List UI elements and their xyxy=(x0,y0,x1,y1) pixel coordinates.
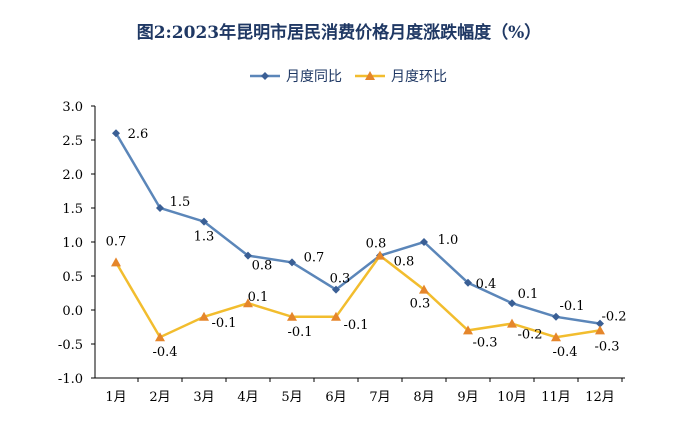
x-tick-label: 8月 xyxy=(413,390,434,405)
triangle-marker xyxy=(365,71,375,80)
data-label: -0.3 xyxy=(594,339,619,354)
data-label: -0.1 xyxy=(559,299,584,314)
triangle-marker xyxy=(111,257,121,267)
x-tick-label: 9月 xyxy=(457,390,478,405)
data-label: 0.4 xyxy=(476,277,497,292)
data-label: -0.4 xyxy=(552,345,577,360)
triangle-marker xyxy=(199,311,209,321)
data-label: 1.0 xyxy=(438,233,459,248)
triangle-marker xyxy=(463,325,473,335)
triangle-marker xyxy=(507,318,517,328)
data-label: 2.6 xyxy=(128,127,149,142)
data-label: -0.1 xyxy=(287,325,312,340)
diamond-marker xyxy=(261,72,269,80)
x-tick-label: 2月 xyxy=(149,390,170,405)
diamond-marker xyxy=(508,299,516,308)
data-label: 0.1 xyxy=(248,290,269,305)
data-label: 0.8 xyxy=(366,237,387,252)
series-line-1 xyxy=(114,253,601,339)
diamond-marker xyxy=(552,312,560,321)
data-label: -0.1 xyxy=(211,316,236,331)
y-tick-label: 1.5 xyxy=(62,202,83,217)
data-label: 0.3 xyxy=(410,297,431,312)
triangle-marker xyxy=(287,311,297,321)
legend-item-1: 月度环比 xyxy=(355,69,447,85)
y-tick-label: -1.0 xyxy=(58,372,83,387)
diamond-marker xyxy=(200,217,208,226)
data-label: 0.3 xyxy=(330,272,351,287)
triangle-marker xyxy=(331,311,341,321)
x-tick-label: 1月 xyxy=(105,390,126,405)
data-label: -0.3 xyxy=(472,335,497,350)
diamond-marker xyxy=(464,278,472,287)
y-tick-label: -0.5 xyxy=(58,338,83,353)
data-label: -0.2 xyxy=(601,310,626,325)
triangle-marker xyxy=(595,325,605,335)
data-label: -0.2 xyxy=(517,328,542,343)
data-label: 0.7 xyxy=(304,250,325,265)
x-tick-label: 7月 xyxy=(369,390,390,405)
triangle-marker xyxy=(243,298,253,308)
x-tick-label: 11月 xyxy=(541,390,571,405)
diamond-marker xyxy=(244,251,252,260)
x-tick-label: 5月 xyxy=(281,390,302,405)
diamond-marker xyxy=(596,319,604,328)
triangle-marker xyxy=(155,332,165,342)
diamond-marker xyxy=(112,129,120,138)
triangle-marker xyxy=(551,332,561,342)
triangle-marker xyxy=(419,284,429,294)
data-label: 1.3 xyxy=(194,230,215,245)
data-label: 0.8 xyxy=(394,255,415,270)
diamond-marker xyxy=(420,238,428,246)
legend-label: 月度同比 xyxy=(286,69,342,85)
x-tick-label: 12月 xyxy=(585,390,615,405)
y-tick-label: 1.0 xyxy=(62,236,83,251)
data-label: -0.1 xyxy=(343,318,368,333)
x-tick-label: 4月 xyxy=(237,390,258,405)
data-label: 0.1 xyxy=(518,287,539,302)
diamond-marker xyxy=(332,285,340,294)
diamond-marker xyxy=(156,204,164,212)
legend-item-0: 月度同比 xyxy=(250,69,342,85)
y-tick-label: 2.5 xyxy=(62,134,83,149)
diamond-marker xyxy=(288,258,296,267)
chart-title: 图2:2023年昆明市居民消费价格月度涨跌幅度（%） xyxy=(137,22,542,43)
data-label: 0.8 xyxy=(252,259,273,274)
y-tick-label: 0.0 xyxy=(62,304,83,319)
data-label: -0.4 xyxy=(152,345,177,360)
x-tick-label: 6月 xyxy=(325,390,346,405)
triangle-marker xyxy=(375,250,385,260)
legend-label: 月度环比 xyxy=(391,69,447,85)
y-tick-label: 2.0 xyxy=(62,168,83,183)
y-tick-label: 0.5 xyxy=(62,270,83,285)
data-label: 0.7 xyxy=(106,234,127,249)
series-line-0 xyxy=(114,132,601,325)
x-tick-label: 10月 xyxy=(497,390,527,405)
y-tick-label: 3.0 xyxy=(62,100,83,115)
data-label: 1.5 xyxy=(170,195,191,210)
x-tick-label: 3月 xyxy=(193,390,214,405)
